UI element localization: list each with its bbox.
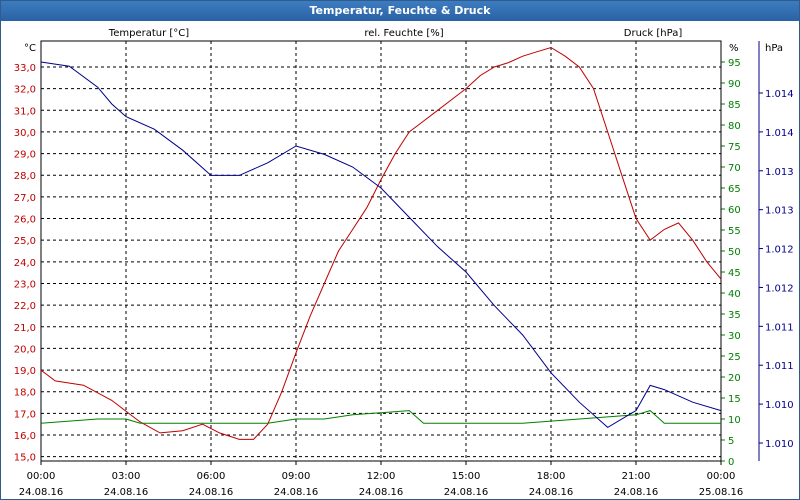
humidity-tick-label: 20 [728, 373, 741, 384]
humidity-tick-label: 15 [728, 394, 741, 405]
temperature-tick-label: 29,0 [14, 150, 36, 161]
x-tick-time: 00:00 [707, 471, 736, 482]
pressure-tick-label: 1.012 [765, 283, 794, 294]
humidity-tick-label: 25 [728, 352, 741, 363]
x-tick-date: 24.08.16 [359, 487, 404, 498]
humidity-axis-label: rel. Feuchte [%] [364, 28, 443, 39]
temperature-tick-label: 19,0 [14, 366, 36, 377]
x-tick-date: 24.08.16 [189, 487, 234, 498]
x-tick-date: 24.08.16 [529, 487, 574, 498]
plot-area-border [40, 40, 722, 462]
x-tick-time: 00:00 [27, 471, 56, 482]
x-tick-time: 18:00 [537, 471, 566, 482]
temperature-tick-label: 30,0 [14, 128, 36, 139]
temperature-tick-label: 26,0 [14, 215, 36, 226]
x-tick-date: 24.08.16 [444, 487, 489, 498]
temperature-tick-label: 23,0 [14, 279, 36, 290]
humidity-tick-label: 75 [728, 142, 741, 153]
x-tick-date: 24.08.16 [19, 487, 64, 498]
chart-title: Temperatur, Feuchte & Druck [1, 1, 799, 21]
temperature-tick-label: 16,0 [14, 431, 36, 442]
pressure-tick-label: 1.011 [765, 361, 794, 372]
humidity-tick-label: 70 [728, 163, 741, 174]
humidity-tick-label: 65 [728, 184, 741, 195]
pressure-tick-label: 1.013 [765, 167, 794, 178]
humidity-tick-label: 60 [728, 205, 741, 216]
humidity-tick-label: 0 [728, 457, 734, 468]
temperature-tick-label: 21,0 [14, 323, 36, 334]
humidity-tick-label: 10 [728, 415, 741, 426]
temperature-tick-label: 18,0 [14, 388, 36, 399]
temperature-tick-label: 15,0 [14, 453, 36, 464]
temperature-tick-label: 33,0 [14, 63, 36, 74]
x-tick-time: 06:00 [197, 471, 226, 482]
temperature-tick-label: 25,0 [14, 236, 36, 247]
x-tick-time: 12:00 [367, 471, 396, 482]
x-tick-time: 03:00 [112, 471, 141, 482]
temperature-tick-label: 28,0 [14, 171, 36, 182]
humidity-tick-label: 50 [728, 247, 741, 258]
temperature-tick-label: 31,0 [14, 106, 36, 117]
humidity-tick-label: 35 [728, 310, 741, 321]
humidity-tick-label: 45 [728, 268, 741, 279]
pressure-tick-label: 1.014 [765, 89, 794, 100]
x-tick-time: 21:00 [622, 471, 651, 482]
pressure-series-line [40, 61, 722, 429]
temperature-tick-label: 32,0 [14, 85, 36, 96]
temperature-axis-label: Temperatur [°C] [108, 28, 189, 39]
x-tick-date: 24.08.16 [104, 487, 149, 498]
pressure-axis-unit: hPa [765, 43, 783, 54]
x-tick-date: 24.08.16 [274, 487, 319, 498]
humidity-tick-label: 80 [728, 121, 741, 132]
pressure-axis-label: Druck [hPa] [624, 28, 683, 39]
temperature-tick-label: 22,0 [14, 301, 36, 312]
pressure-tick-label: 1.013 [765, 206, 794, 217]
pressure-tick-label: 1.010 [765, 439, 794, 450]
pressure-tick-label: 1.010 [765, 400, 794, 411]
humidity-tick-label: 5 [728, 436, 734, 447]
pressure-tick-label: 1.012 [765, 245, 794, 256]
humidity-axis-unit: % [729, 43, 739, 54]
x-tick-date: 24.08.16 [614, 487, 659, 498]
humidity-tick-label: 95 [728, 58, 741, 69]
x-tick-time: 09:00 [282, 471, 311, 482]
x-tick-time: 15:00 [452, 471, 481, 482]
humidity-tick-label: 85 [728, 100, 741, 111]
pressure-tick-label: 1.011 [765, 322, 794, 333]
humidity-series-line [40, 410, 721, 424]
humidity-tick-label: 55 [728, 226, 741, 237]
temperature-tick-label: 27,0 [14, 193, 36, 204]
humidity-tick-label: 40 [728, 289, 741, 300]
temperature-tick-label: 20,0 [14, 344, 36, 355]
temperature-tick-label: 17,0 [14, 409, 36, 420]
temperature-axis-unit: °C [24, 43, 36, 54]
pressure-tick-label: 1.014 [765, 128, 794, 139]
humidity-tick-label: 30 [728, 331, 741, 342]
temperature-tick-label: 24,0 [14, 258, 36, 269]
temperature-series-line [40, 46, 722, 440]
x-tick-date: 25.08.16 [699, 487, 744, 498]
humidity-tick-label: 90 [728, 79, 741, 90]
